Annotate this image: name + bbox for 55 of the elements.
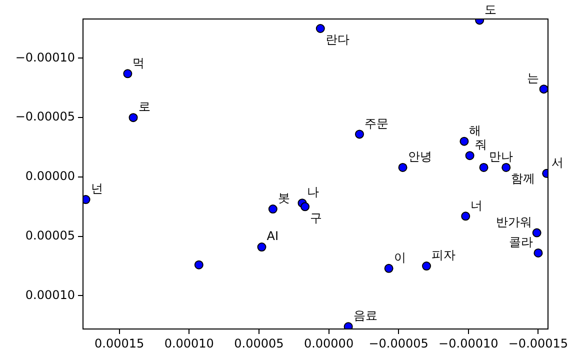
point	[300, 202, 310, 212]
point	[194, 260, 204, 270]
point	[123, 69, 132, 78]
annotation: 먹	[132, 56, 145, 70]
y-tick-label: 0.00005	[25, 228, 75, 242]
point	[502, 162, 511, 172]
annotation: 안녕	[408, 150, 432, 164]
annotation: 서	[552, 156, 564, 170]
annotation: 도	[484, 2, 497, 16]
point	[354, 130, 364, 139]
annotation: 줘	[474, 138, 487, 152]
point	[534, 248, 543, 258]
annotation: 이	[394, 250, 406, 265]
annotation: AI	[266, 229, 278, 244]
x-tick-label: 0.00015	[94, 336, 144, 350]
point	[268, 204, 278, 214]
point	[461, 212, 470, 221]
y-tick-label: −0.00005	[15, 110, 75, 124]
annotation: 함께	[511, 172, 536, 186]
point	[257, 242, 266, 252]
x-tick-label: 0.00005	[234, 336, 284, 350]
point	[316, 24, 325, 33]
annotation: 해	[469, 123, 482, 138]
annotation: 너	[470, 198, 483, 212]
x-tick-label: 0.00010	[164, 336, 214, 350]
annotation: 는	[526, 71, 539, 86]
y-tick-label: 0.00010	[25, 288, 75, 302]
point	[128, 113, 138, 122]
x-tick-label: 0.00000	[304, 336, 354, 350]
annotation: 콜라	[509, 235, 534, 250]
y-tick-label: 0.00000	[25, 169, 75, 184]
annotation: 나	[307, 185, 320, 200]
annotation: 반가워	[496, 214, 532, 229]
annotation: 구	[310, 210, 322, 225]
x-tick-label: −0.00015	[508, 336, 568, 350]
y-tick-label: −0.00010	[15, 50, 75, 64]
annotation: 피자	[432, 248, 456, 262]
point	[479, 162, 488, 172]
annotation: 봇	[278, 191, 290, 206]
x-tick-label: −0.00010	[438, 336, 498, 350]
point	[344, 322, 353, 329]
x-tick-label: −0.00005	[368, 336, 428, 350]
point	[532, 228, 542, 238]
point	[398, 162, 408, 172]
point	[460, 136, 469, 146]
annotation: 로	[138, 100, 150, 114]
annotation: 만나	[488, 150, 513, 164]
point	[539, 84, 548, 94]
annotation: 란다	[325, 32, 350, 47]
annotation: 주문	[364, 116, 388, 130]
point	[384, 264, 394, 273]
point	[465, 151, 474, 160]
point	[422, 262, 432, 271]
annotation: 넌	[90, 182, 103, 196]
annotation: 음료	[353, 308, 378, 323]
